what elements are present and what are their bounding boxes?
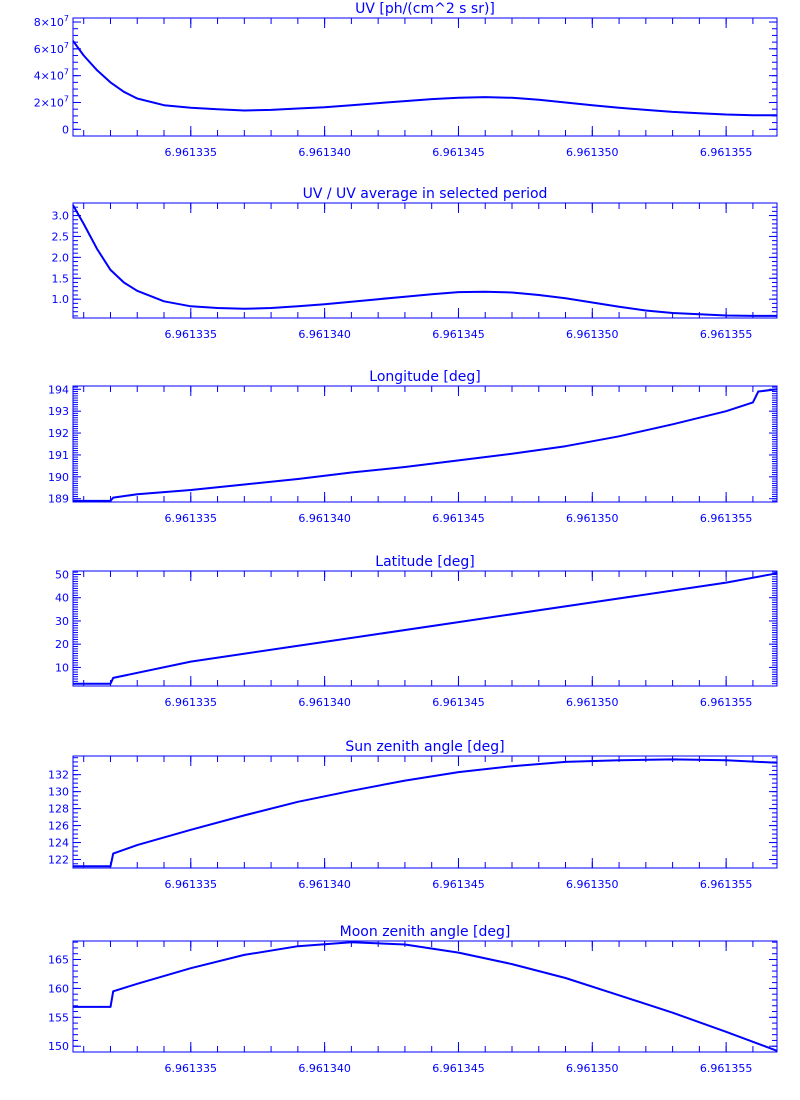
y-tick-label: 4×107 — [34, 68, 69, 83]
chart-title: Longitude [deg] — [369, 369, 480, 385]
y-tick-label: 2.0 — [52, 251, 70, 264]
x-tick-label: 6.961355 — [700, 878, 753, 891]
x-tick-label: 6.961335 — [165, 878, 218, 891]
y-tick-label: 2×107 — [34, 94, 69, 109]
x-tick-label: 6.961345 — [432, 696, 485, 709]
chart-panel-6: Moon zenith angle [deg] 150 155 160 165 6.961… — [48, 924, 778, 1075]
y-tick-label: 1.0 — [52, 293, 70, 306]
x-tick-label: 6.961345 — [432, 878, 485, 891]
x-tick-label: 6.961335 — [165, 328, 218, 341]
y-tick-label: 190 — [48, 471, 69, 484]
chart-title: Sun zenith angle [deg] — [345, 739, 504, 755]
x-tick-label: 6.961335 — [165, 1062, 218, 1075]
y-tick-label: 124 — [48, 837, 69, 850]
x-tick-label: 6.961355 — [700, 328, 753, 341]
plot-frame — [72, 940, 778, 1053]
y-tick-label: 6×107 — [34, 41, 69, 56]
x-tick-label: 6.961345 — [432, 328, 485, 341]
y-tick-label: 122 — [48, 854, 69, 867]
x-tick-label: 6.961350 — [566, 878, 619, 891]
y-tick-label: 50 — [55, 568, 69, 581]
plot-frame — [72, 202, 778, 319]
x-tick-label: 6.961340 — [298, 878, 351, 891]
y-tick-label: 191 — [48, 449, 69, 462]
y-tick-label: 155 — [48, 1011, 69, 1024]
plot-frame — [72, 17, 778, 137]
x-tick-label: 6.961335 — [165, 512, 218, 525]
x-tick-label: 6.961340 — [298, 146, 351, 159]
y-tick-label: 3.0 — [52, 210, 70, 223]
series-line — [73, 388, 778, 502]
chart-panel-4: Latitude [deg] 10 20 30 40 50 6.961335 6.961340… — [55, 554, 778, 709]
y-tick-label: 40 — [55, 592, 69, 605]
series-line — [72, 40, 777, 117]
series-line — [73, 572, 778, 685]
x-tick-label: 6.961345 — [432, 512, 485, 525]
x-tick-label: 6.961350 — [566, 512, 619, 525]
y-tick-label: 0 — [62, 123, 69, 136]
y-tick-label: 192 — [48, 427, 69, 440]
x-tick-label: 6.961350 — [566, 696, 619, 709]
y-tick-label: 194 — [48, 383, 69, 396]
x-tick-label: 6.961350 — [566, 1062, 619, 1075]
y-tick-label: 126 — [48, 820, 69, 833]
x-tick-label: 6.961355 — [700, 512, 753, 525]
y-tick-label: 2.5 — [52, 230, 70, 243]
x-tick-label: 6.961350 — [566, 146, 619, 159]
chart-panel-5: Sun zenith angle [deg] 122 124 126 128 130 132… — [48, 739, 778, 891]
y-tick-label: 150 — [48, 1040, 69, 1053]
y-tick-label: 20 — [55, 638, 69, 651]
x-tick-label: 6.961355 — [700, 146, 753, 159]
series-line — [73, 758, 778, 868]
chart-title: Latitude [deg] — [375, 554, 474, 570]
x-tick-label: 6.961340 — [298, 328, 351, 341]
series-line — [72, 204, 777, 317]
x-tick-label: 6.961345 — [432, 146, 485, 159]
chart-panel-3: Longitude [deg] 189 190 191 192 193 194 6.96133… — [48, 369, 778, 525]
plot-frame — [72, 385, 778, 503]
plot-frame — [72, 755, 778, 869]
chart-title: Moon zenith angle [deg] — [340, 924, 511, 940]
x-tick-label: 6.961335 — [165, 146, 218, 159]
y-tick-label: 165 — [48, 954, 69, 967]
plot-frame — [72, 570, 778, 687]
y-tick-label: 10 — [55, 661, 69, 674]
chart-panel-2: UV / UV average in selected period 1.0 1.5… — [52, 186, 778, 341]
y-tick-label: 128 — [48, 803, 69, 816]
y-tick-label: 193 — [48, 405, 69, 418]
x-tick-label: 6.961355 — [700, 696, 753, 709]
x-tick-label: 6.961355 — [700, 1062, 753, 1075]
series-line — [73, 941, 778, 1052]
y-tick-label: 189 — [48, 493, 69, 506]
x-tick-label: 6.961335 — [165, 696, 218, 709]
y-tick-label: 1.5 — [52, 272, 70, 285]
y-tick-label: 8×107 — [34, 14, 69, 29]
y-tick-label: 30 — [55, 615, 69, 628]
x-tick-label: 6.961345 — [432, 1062, 485, 1075]
x-tick-label: 6.961350 — [566, 328, 619, 341]
y-tick-label: 160 — [48, 982, 69, 995]
y-tick-label: 130 — [48, 786, 69, 799]
y-tick-label: 132 — [48, 769, 69, 782]
x-tick-label: 6.961340 — [298, 1062, 351, 1075]
x-tick-label: 6.961340 — [298, 696, 351, 709]
chart-title: UV [ph/(cm^2 s sr)] — [355, 1, 495, 17]
chart-panel-1: UV [ph/(cm^2 s sr)] 0 2×107 4×107 6×107 8×107… — [34, 1, 778, 159]
x-tick-label: 6.961340 — [298, 512, 351, 525]
chart-title: UV / UV average in selected period — [303, 186, 548, 202]
